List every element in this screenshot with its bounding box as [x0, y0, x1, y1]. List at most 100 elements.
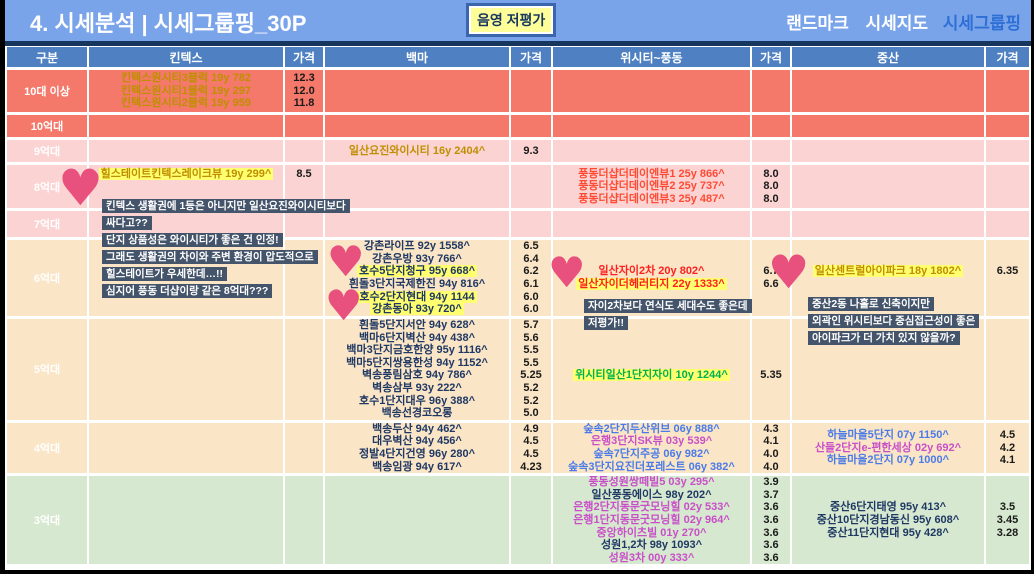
complex-list-cell-baekma: 백송두산 94y 462^ 대우벽산 94y 456^ 정발4단지건영 96y 28…: [325, 422, 509, 474]
price-cell-kintex: [285, 211, 323, 237]
heart-icon: ♥: [58, 159, 103, 217]
price-value: 6.0: [523, 303, 539, 316]
price-cell-wisity: 8.0 8.0 8.0: [752, 165, 790, 208]
complex-list-cell-jungsan: [792, 70, 984, 112]
nav-label-price-map[interactable]: 시세지도: [865, 14, 929, 33]
price-value: 5.6: [523, 331, 539, 344]
complex-list-cell-jungsan: [792, 165, 984, 208]
price-cell-baekma: 4.9 4.5 4.5 4.23: [511, 422, 551, 474]
price-value: [752, 319, 790, 332]
nav-label-price-grouping[interactable]: 시세그룹핑: [942, 14, 1021, 33]
price-cell-baekma: 6.5 6.4 6.2 6.1 6.0 6.0: [511, 240, 551, 316]
tier-label: 9억대: [7, 140, 87, 162]
heart-icon: ♥: [325, 281, 363, 330]
complex-item: 강촌동아 93y 720^: [370, 303, 464, 316]
note-line: 자이2차보다 연식도 세대수도 좋은데: [584, 299, 752, 313]
price-cell-wisity: [752, 211, 790, 237]
price-value: 5.2: [523, 394, 539, 407]
complex-item: 백마5단지쌍용한성 94y 1152^: [346, 356, 488, 369]
price-cell-kintex: [285, 140, 323, 162]
complex-item: 산들2단지e-편한세상 02y 692^: [814, 441, 962, 454]
price-cell-jungsan: [986, 115, 1029, 137]
tier-row: 10억대: [7, 115, 1029, 137]
complex-item: 숲속3단지요진더포레스트 06y 382^: [568, 460, 735, 473]
note-line: 중산2동 나홀로 신축이지만: [808, 297, 934, 311]
price-value: [752, 395, 790, 408]
price-value: 3.6: [763, 513, 779, 526]
tier-row: 9억대 일산요진와이시티 16y 2404^ 9.3: [7, 140, 1029, 162]
price-cell-jungsan: [986, 319, 1029, 420]
note-line: 킨텍스 생활권에 1등은 아니지만 일산요진와이시티보다: [102, 199, 350, 213]
price-value: [752, 303, 790, 316]
complex-list-cell-baekma: [325, 70, 509, 112]
price-cell-wisity: 6.7 6.6: [752, 240, 790, 316]
complex-list-cell-wisity: [553, 140, 750, 162]
price-cell-wisity: [752, 70, 790, 112]
column-header: 킨텍스: [89, 47, 283, 67]
complex-item: 일산자이더헤러티지 22y 1333^: [576, 278, 727, 290]
complex-item: 흰돌5단지서안 94y 628^: [358, 319, 476, 331]
complex-item: 백마3단지금호한양 95y 1116^: [346, 344, 488, 357]
tier-label: 4억대: [7, 422, 87, 474]
table-header-row: 구분 킨텍스 가격 백마 가격 위시티~풍동 가격 중산 가격: [7, 47, 1029, 67]
price-value: 4.0: [763, 460, 779, 473]
price-value: 8.0: [763, 180, 779, 193]
tier-row: 4억대 백송두산 94y 462^ 대우벽산 94y 456^ 정발4단지건영 96y…: [7, 422, 1029, 474]
nav-label-landmark[interactable]: 랜드마크: [786, 14, 849, 33]
complex-item: 하늘마을2단지 07y 1000^: [826, 454, 950, 467]
price-cell-kintex: 12.3 12.0 11.8: [285, 70, 323, 112]
complex-list-cell-wisity: [553, 70, 750, 112]
price-value: 6.35: [996, 265, 1019, 278]
annotation-note: 자이2차보다 연식도 세대수도 좋은데 저평가!!: [584, 296, 752, 330]
column-header: 구분: [7, 47, 87, 67]
complex-item: 중산6단지태영 95y 413^: [829, 501, 947, 514]
price-value: 6.0: [523, 290, 539, 303]
complex-item: 성원3차 00y 333^: [608, 551, 695, 564]
price-value: 4.1: [763, 435, 779, 448]
complex-item: 벽송풍림삼호 94y 786^: [362, 369, 472, 382]
complex-item: 벽송삼부 93y 222^: [372, 381, 462, 394]
complex-list-cell-wisity: 숲속2단지두산위브 06y 888^ 은행3단지SK뷰 03y 539^ 숲속7단지…: [553, 422, 750, 474]
complex-list-cell-baekma: [325, 476, 509, 565]
complex-item: 은행1단지동문굿모닝힐 02y 964^: [573, 513, 730, 526]
tier-label: 10대 이상: [7, 70, 87, 112]
complex-list-cell-baekma: [325, 165, 509, 208]
price-value: 5.7: [523, 319, 539, 331]
price-cell-jungsan: [986, 211, 1029, 237]
price-value: [986, 253, 1029, 266]
complex-list-cell-wisity: [553, 211, 750, 237]
complex-item: 흰돌3단지국제한진 94y 816^: [348, 278, 486, 290]
price-value: 4.5: [999, 429, 1016, 442]
complex-list-cell-kintex: [89, 140, 283, 162]
complex-list-cell-wisity: 풍동성원쌍떼빌5 03y 295^ 일산풍동에이스 98y 202^ 은행2단지동문…: [553, 476, 750, 565]
title-bar: 4. 시세분석 | 시세그룹핑_30P 음영 저평가 랜드마크 시세지도 시세그…: [5, 0, 1031, 41]
complex-list-cell-kintex: [89, 476, 283, 565]
complex-list-cell-wisity: 풍동더샵더데이엔뷰1 25y 866^ 풍동더샵더데이엔뷰2 25y 737^ 풍동…: [553, 165, 750, 208]
price-value: 4.2: [999, 441, 1016, 454]
price-value: 12.3: [293, 72, 315, 85]
price-value: 3.7: [763, 488, 779, 501]
price-cell-wisity: [752, 115, 790, 137]
complex-item: 숲속2단지두산위브 06y 888^: [583, 422, 720, 435]
price-value: 3.6: [763, 539, 779, 552]
price-value: 6.7: [763, 265, 779, 278]
complex-list-cell-wisity: [553, 115, 750, 137]
complex-list-cell-jungsan: 중산6단지태영 95y 413^ 중산10단지경남동신 95y 608^ 중산11단…: [792, 476, 984, 565]
complex-item: 대우벽산 94y 456^: [372, 435, 462, 448]
price-cell-baekma: 9.3: [511, 140, 551, 162]
price-cell-jungsan: [986, 140, 1029, 162]
price-cell-jungsan: 4.5 4.2 4.1: [986, 422, 1029, 474]
complex-item: 풍동더샵더데이엔뷰1 25y 866^: [578, 167, 725, 180]
price-cell-baekma: [511, 165, 551, 208]
note-line: 단지 상품성은 와이시티가 좋은 건 인정!: [102, 233, 283, 247]
price-value: 3.6: [763, 551, 779, 564]
complex-list-cell-jungsan: [792, 115, 984, 137]
complex-item: 숲속7단지주공 06y 982^: [593, 447, 710, 460]
complex-item: 힐스테이트킨텍스레이크뷰 19y 299^: [98, 167, 274, 180]
heart-icon: ♥: [327, 237, 365, 286]
note-line: 그래도 생활권의 차이와 주변 환경이 압도적으로: [102, 250, 318, 264]
price-value: [986, 240, 1029, 253]
complex-item: 킨텍스원시티2블럭 19y 959: [121, 97, 251, 110]
price-cell-baekma: [511, 70, 551, 112]
complex-list-cell-baekma: 흰돌5단지서안 94y 628^ 백마6단지벽산 94y 438^ 백마3단지금호한…: [325, 319, 509, 420]
